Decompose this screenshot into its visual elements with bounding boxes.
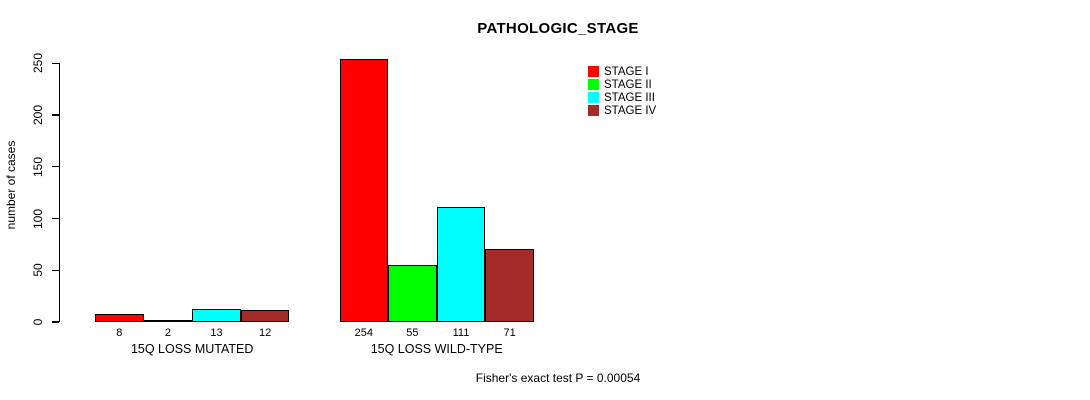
bar-value-label: 12	[258, 326, 272, 339]
y-tick-label: 50	[31, 263, 45, 277]
annotation-text: Fisher's exact test P = 0.00054	[475, 371, 641, 385]
legend-label: STAGE IV	[604, 104, 657, 117]
bar-value-label: 254	[354, 326, 373, 339]
bar-stage-iv	[240, 309, 290, 322]
bar-value-label: 55	[406, 326, 419, 339]
y-axis	[59, 63, 61, 323]
y-axis-label: number of cases	[4, 140, 18, 230]
bar-stage-ii	[143, 319, 193, 322]
y-tick-label: 150	[31, 156, 45, 177]
chart-title: PATHOLOGIC_STAGE	[477, 20, 639, 37]
legend-swatch	[588, 79, 599, 90]
legend-item: STAGE II	[588, 78, 656, 91]
legend-item: STAGE IV	[588, 104, 656, 117]
legend-swatch	[588, 66, 599, 77]
group-label: 15Q LOSS MUTATED	[130, 341, 254, 356]
legend-swatch	[588, 92, 599, 103]
legend: STAGE I STAGE II STAGE III STAGE IV	[588, 65, 656, 117]
legend-item: STAGE III	[588, 91, 656, 104]
y-tick-label: 0	[31, 318, 45, 326]
bar-value-label: 8	[116, 326, 123, 339]
bar-value-label: 71	[503, 326, 516, 339]
bar-stage-i	[339, 59, 389, 322]
y-tick-mark	[51, 321, 59, 323]
y-tick-label: 100	[31, 208, 45, 229]
bar-value-label: 111	[452, 326, 470, 339]
bar-value-label: 13	[210, 326, 223, 339]
legend-label: STAGE II	[604, 78, 652, 91]
legend-label: STAGE I	[604, 65, 649, 78]
group-label: 15Q LOSS WILD-TYPE	[370, 341, 503, 356]
legend-label: STAGE III	[604, 91, 655, 104]
y-tick-mark	[51, 62, 59, 64]
y-tick-mark	[51, 166, 59, 168]
bar-value-label: 2	[164, 326, 171, 339]
bar-stage-i	[95, 313, 144, 322]
bar-stage-iii	[192, 308, 241, 322]
bar-stage-iv	[485, 248, 534, 322]
legend-swatch	[588, 105, 599, 116]
bar-stage-iii	[436, 207, 486, 322]
y-tick-mark	[51, 269, 59, 271]
y-tick-mark	[51, 114, 59, 116]
y-tick-label: 250	[31, 53, 45, 74]
bar-stage-ii	[388, 265, 437, 322]
y-tick-mark	[51, 217, 59, 220]
legend-item: STAGE I	[588, 65, 656, 78]
y-tick-label: 200	[31, 104, 45, 126]
